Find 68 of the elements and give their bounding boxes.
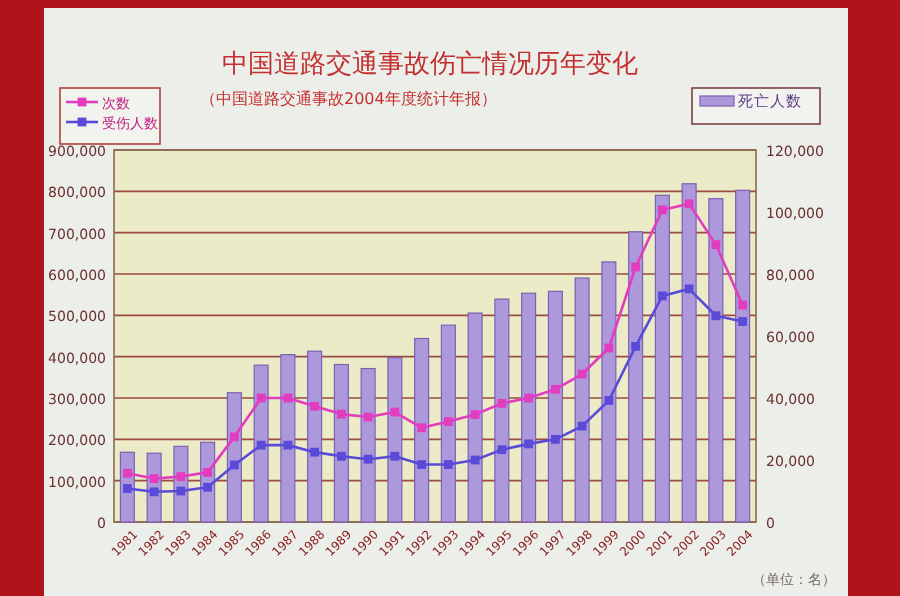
point [577,421,587,431]
bar [654,194,670,523]
point [229,460,239,470]
point [577,369,587,379]
point [417,460,427,469]
point [149,474,159,483]
point [604,396,614,405]
bar [521,292,537,523]
point [443,460,453,469]
bar [414,337,430,523]
point [417,423,427,433]
bar [681,183,697,523]
point [550,384,560,394]
bar [467,312,483,523]
point [122,484,132,493]
point [256,393,266,403]
point [470,455,480,465]
point [470,410,480,419]
bar [307,350,323,523]
point [310,401,320,411]
point [256,440,266,450]
point [631,341,641,351]
bar [360,367,376,523]
bar [708,198,724,523]
bar [494,298,510,523]
point [684,284,694,294]
chart-title: 中国道路交通事故伤亡情况历年变化 [222,48,638,80]
point [336,451,346,461]
point [390,407,400,417]
bar [628,231,644,523]
point [203,468,213,477]
bar [280,354,296,523]
point [443,417,453,426]
bar [547,290,563,523]
bar [574,277,590,523]
point [711,240,721,250]
point [497,445,507,455]
point [684,199,694,209]
point [283,440,293,450]
bar [333,363,349,523]
bar [440,324,456,523]
point [363,454,373,464]
point [122,468,132,478]
point [390,451,400,461]
point [524,439,534,449]
point [149,487,159,497]
point [283,393,293,403]
point [497,398,507,408]
point [550,434,560,444]
bar [601,261,617,523]
chart-subtitle: （中国道路交通事故2004年度统计年报） [200,90,497,108]
bar [735,189,751,523]
point [604,343,614,353]
point [524,393,534,403]
point [203,482,213,492]
point [738,300,748,310]
point [363,412,373,422]
point [711,311,721,321]
point [738,317,748,326]
point [657,291,667,301]
point [631,262,641,272]
point [176,472,186,481]
point [657,205,667,215]
bar [387,357,403,523]
point [336,409,346,419]
point [310,447,320,457]
point [176,486,186,496]
point [229,432,239,442]
